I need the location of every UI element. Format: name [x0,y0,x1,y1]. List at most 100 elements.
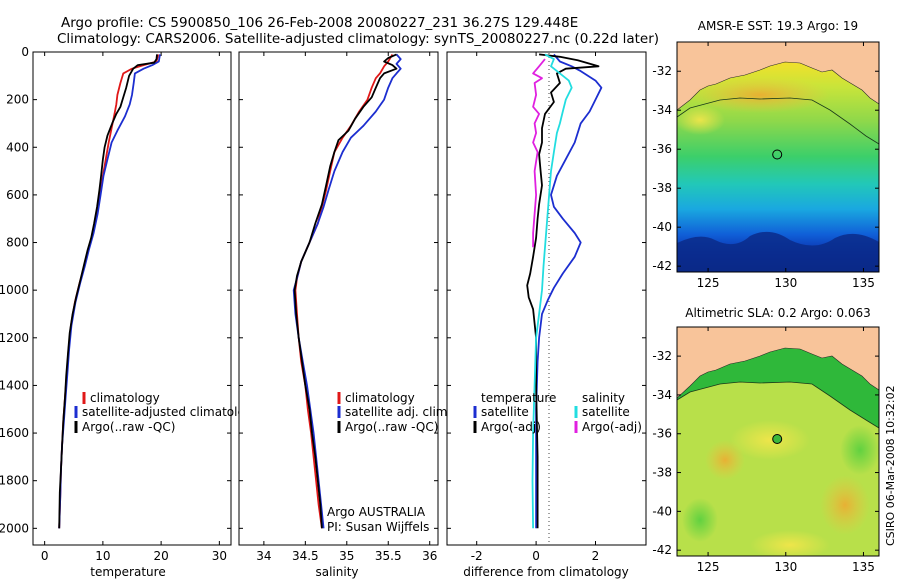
sla-map-frame [676,326,880,557]
map-y-tick-label: -40 [652,504,672,518]
legend-label-argo: Argo(..raw -QC) [345,420,438,434]
series-line-argo-raw-qc [293,53,398,529]
difference-x-axis: -2 0 2 [471,52,599,563]
y-tick-label: 600 [6,188,29,202]
x-tick-label: 0 [41,549,49,563]
x-tick-label: 36 [422,549,437,563]
sla-map-title: Altimetric SLA: 0.2 Argo: 0.063 [685,306,870,320]
x-tick-label: 0 [532,549,540,563]
legend-label-sal-satellite: satellite [582,405,630,419]
map-x-tick-label: 135 [852,276,875,290]
sst-warm-patch [690,77,830,113]
sst-map-frame [676,41,880,273]
difference-panel: -2 0 2 difference from climatology tempera… [446,51,647,579]
difference-axis-label: difference from climatology [463,565,629,579]
x-tick-label: 35 [339,549,354,563]
figure-title-line1: Argo profile: CS 5900850_106 26-Feb-2008… [61,15,578,31]
depth-axis: 0 200 400 600 800 1000 1200 1400 1600 1800 2000 [0,45,231,535]
legend-label-argo: Argo(..raw -QC) [82,420,175,434]
temperature-x-axis: 0 10 20 30 [41,52,227,563]
legend-label-temp-argo: Argo(-adj) [481,420,541,434]
salinity-legend: climatology satellite adj. clim. Argo(..… [337,391,451,434]
sst-map-image [677,42,879,272]
series-line-temperature-argo-adj [526,53,600,529]
legend-label-sal-argo: Argo(-adj) [582,420,642,434]
difference-series-lines [526,53,603,529]
legend-heading-salinity: salinity [582,391,625,405]
sst-cold-band [677,231,879,272]
legend-label-satellite-adj: satellite adj. clim. [345,405,451,419]
sla-high-patch [730,420,810,460]
sla-coastline [677,347,879,399]
sla-low-patch-west [682,498,718,542]
pi-note: PI: Susan Wijffels [327,520,429,534]
map-y-tick-label: -42 [652,259,672,273]
map-y-tick-label: -36 [652,142,672,156]
x-tick-label: 10 [95,549,110,563]
figure-title-line2: Climatology: CARS2006. Satellite-adjuste… [57,31,659,47]
legend-label-climatology: climatology [345,391,415,405]
map-x-tick-label: 135 [852,560,875,574]
sla-map-axes: -32 -34 -36 -38 -40 -42 125 130 135 [652,327,879,574]
sla-high-eddy [705,440,745,480]
map-y-tick-label: -32 [652,349,672,363]
y-tick-label: 0 [21,45,29,59]
map-x-tick-label: 125 [697,560,720,574]
temperature-series-lines [58,54,161,529]
x-tick-label: 20 [153,549,168,563]
sla-high-patch-south [750,530,830,556]
salinity-axis-label: salinity [315,565,358,579]
sla-high-patch-east [820,475,870,535]
argo-australia-note: Argo AUSTRALIA [327,505,426,519]
y-tick-label: 800 [6,236,29,250]
x-tick-label: 35.5 [375,549,402,563]
map-x-tick-label: 130 [774,560,797,574]
map-y-tick-label: -36 [652,427,672,441]
sst-coastline [677,61,879,111]
map-x-tick-label: 125 [697,276,720,290]
y-tick-label: 1200 [0,331,29,345]
series-line-salinity-satellite [531,53,573,529]
map-y-tick-label: -42 [652,543,672,557]
y-tick-label: 1000 [0,283,29,297]
argo-float-marker [772,149,783,160]
series-line-temperature-satellite [535,53,603,529]
x-tick-label: 34.5 [292,549,319,563]
map-y-tick-label: -32 [652,64,672,78]
x-tick-label: 34 [256,549,271,563]
map-y-tick-label: -34 [652,388,672,402]
sla-shelf-band [677,348,879,428]
map-y-tick-label: -38 [652,181,672,195]
series-line-argo-raw-qc [58,54,158,529]
y-tick-label: 2000 [0,521,29,535]
sst-ocean-field [677,62,879,272]
map-y-tick-label: -38 [652,466,672,480]
y-tick-label: 1400 [0,378,29,392]
difference-axes-frame [446,51,647,546]
sla-shelf-contour [677,381,879,429]
sst-map-axes: -32 -34 -36 -38 -40 -42 125 130 135 [652,42,879,290]
map-x-tick-label: 130 [774,276,797,290]
legend-heading-temperature: temperature [481,391,556,405]
sst-map-panel: AMSR-E SST: 19.3 Argo: 19 -32 -34 -36 -38 -4… [652,19,880,290]
temperature-axes-frame [32,51,232,546]
difference-depth-ticks [447,51,646,529]
y-tick-label: 200 [6,93,29,107]
sst-warm-patch-west [677,105,725,135]
salinity-x-axis: 34 34.5 35 35.5 36 [256,52,437,563]
series-line-satellite-adj-clim [292,53,402,529]
sla-map-panel: Altimetric SLA: 0.2 Argo: 0.063 -32-34-3… [652,306,880,574]
sst-map-title: AMSR-E SST: 19.3 Argo: 19 [698,19,858,33]
credit-timestamp: CSIRO 06-Mar-2008 10:32:02 [884,385,897,546]
argo-float-marker [772,434,783,444]
sst-shelf-contour [677,97,879,145]
temperature-axis-label: temperature [90,565,165,579]
y-tick-label: 1600 [0,426,29,440]
sla-low-patch-east [840,425,879,475]
legend-label-climatology: climatology [90,391,160,405]
salinity-depth-ticks [239,51,438,529]
salinity-series-lines [292,53,402,529]
series-line-salinity-argo-adj [532,58,546,248]
salinity-panel: 34 34.5 35 35.5 36 salinity climatology sate… [238,51,451,579]
